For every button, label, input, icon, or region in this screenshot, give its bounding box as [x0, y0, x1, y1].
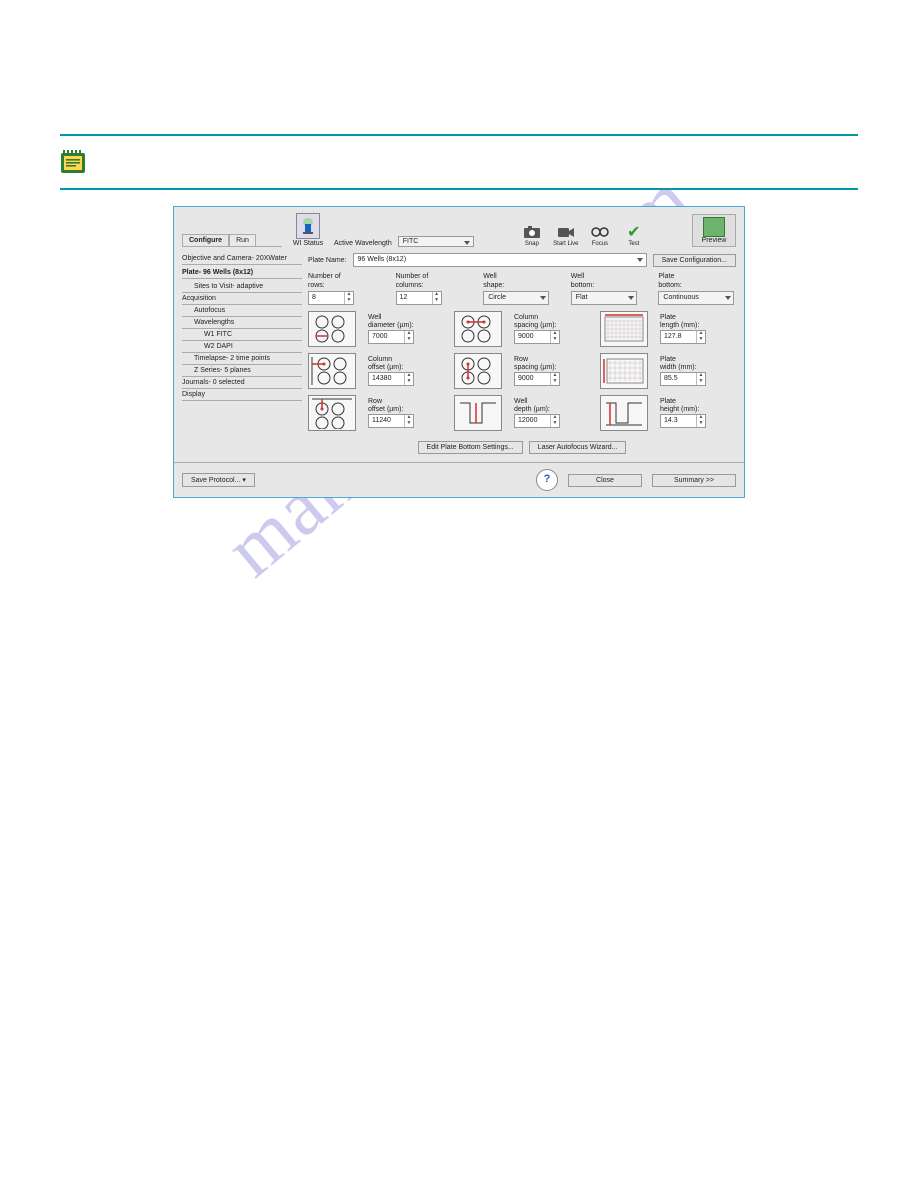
row-offset-input[interactable]: 11240▲▼ [368, 414, 414, 428]
tree-timelapse[interactable]: Timelapse- 2 time points [182, 353, 302, 365]
col-offset-input[interactable]: 14380▲▼ [368, 372, 414, 386]
row-spacing-diagram [454, 353, 502, 389]
edit-plate-bottom-button[interactable]: Edit Plate Bottom Settings... [418, 441, 523, 454]
test-button[interactable]: ✔ Test [620, 226, 648, 247]
col-spacing-field: Column spacing (µm): 9000▲▼ [514, 314, 590, 344]
snap-button[interactable]: Snap [518, 224, 546, 247]
plate-height-field: Plate height (mm): 14.3▲▼ [660, 398, 736, 428]
plate-length-field: Plate length (mm): 127.8▲▼ [660, 314, 736, 344]
help-icon[interactable]: ? [536, 469, 558, 491]
tree-sites[interactable]: Sites to Visit- adaptive [182, 281, 302, 293]
plate-name-row: Plate Name: 96 Wells (8x12) Save Configu… [308, 253, 736, 267]
save-protocol-button[interactable]: Save Protocol... ▾ [182, 473, 255, 487]
snap-label: Snap [525, 241, 539, 247]
plate-name-combo[interactable]: 96 Wells (8x12) [353, 253, 647, 267]
row-spacing-input[interactable]: 9000▲▼ [514, 372, 560, 386]
rows-lbl: Number of [308, 273, 386, 281]
cols-input[interactable]: 12▲▼ [396, 291, 442, 305]
plate-length-input[interactable]: 127.8▲▼ [660, 330, 706, 344]
tree-obj-camera[interactable]: Objective and Camera- 20XWater [182, 253, 302, 265]
rows-lbl2: rows: [308, 282, 386, 290]
col-offset-diagram [308, 353, 356, 389]
check-icon: ✔ [627, 226, 640, 240]
plate-bottom-cell: Plate bottom: Continuous [658, 273, 736, 305]
well-depth-input[interactable]: 12000▲▼ [514, 414, 560, 428]
well-depth-diagram [454, 395, 502, 431]
plate-name-label: Plate Name: [308, 257, 347, 264]
dialog-screenshot: Configure Run WI Status Active Wavelengt… [173, 206, 745, 498]
rows-input[interactable]: 8▲▼ [308, 291, 354, 305]
tree-zseries[interactable]: Z Series- 5 planes [182, 365, 302, 377]
plate-bottom-combo[interactable]: Continuous [658, 291, 734, 305]
toolbar: Configure Run WI Status Active Wavelengt… [174, 207, 744, 247]
tab-run[interactable]: Run [229, 234, 256, 246]
spin-down-icon: ▼ [345, 298, 353, 304]
start-live-button[interactable]: Start Live [552, 224, 580, 247]
tree-plate[interactable]: Plate- 96 Wells (8x12) [182, 267, 302, 279]
diag-row-3: Row offset (µm): 11240▲▼ Well [308, 395, 736, 431]
rows-cell: Number of rows: 8▲▼ [308, 273, 386, 305]
screenshot-wrap: manualshive.com Configure Run WI Status … [60, 206, 858, 498]
col-spacing-diagram [454, 311, 502, 347]
plate-width-diagram [600, 353, 648, 389]
page-container: manualshive.com Configure Run WI Status … [0, 0, 918, 558]
wi-icon [296, 213, 320, 239]
active-wavelength-combo[interactable]: FITC [398, 236, 474, 247]
diag-row-2: Column offset (µm): 14380▲▼ [308, 353, 736, 389]
tree-journals[interactable]: Journals- 0 selected [182, 377, 302, 389]
main-panel: Plate Name: 96 Wells (8x12) Save Configu… [308, 253, 736, 454]
test-label: Test [628, 241, 639, 247]
plate-height-input[interactable]: 14.3▲▼ [660, 414, 706, 428]
tree-acquisition[interactable]: Acquisition [182, 293, 302, 305]
tree-autofocus[interactable]: Autofocus [182, 305, 302, 317]
preview-label: Preview [702, 237, 727, 244]
well-diameter-input[interactable]: 7000▲▼ [368, 330, 414, 344]
plate-width-field: Plate width (mm): 85.5▲▼ [660, 356, 736, 386]
plate-length-diagram [600, 311, 648, 347]
tab-configure[interactable]: Configure [182, 234, 229, 246]
params-row-top: Number of rows: 8▲▼ Number of columns: 1… [308, 273, 736, 305]
well-diameter-diagram [308, 311, 356, 347]
well-bottom-cell: Well bottom: Flat [571, 273, 649, 305]
tree-w2[interactable]: W2 DAPI [182, 341, 302, 353]
well-diameter-field: Well diameter (µm): 7000▲▼ [368, 314, 444, 344]
tabs: Configure Run [182, 234, 282, 247]
row-spacing-field: Row spacing (µm): 9000▲▼ [514, 356, 590, 386]
save-config-button[interactable]: Save Configuration... [653, 254, 736, 267]
active-wavelength-label: Active Wavelength [334, 240, 392, 247]
plate-width-input[interactable]: 85.5▲▼ [660, 372, 706, 386]
close-button[interactable]: Close [568, 474, 642, 487]
wi-status[interactable]: WI Status [288, 213, 328, 247]
window-body: Objective and Camera- 20XWater Plate- 96… [174, 247, 744, 462]
preview-button[interactable]: Preview [692, 214, 736, 247]
tree-w1[interactable]: W1 FITC [182, 329, 302, 341]
focus-button[interactable]: Focus [586, 224, 614, 247]
tree-display[interactable]: Display [182, 389, 302, 401]
note-icon [60, 150, 86, 174]
top-rule [60, 134, 858, 136]
well-bottom-combo[interactable]: Flat [571, 291, 637, 305]
row-offset-diagram [308, 395, 356, 431]
config-tree: Objective and Camera- 20XWater Plate- 96… [182, 253, 302, 454]
diag-row-1: Well diameter (µm): 7000▲▼ [308, 311, 736, 347]
row-offset-field: Row offset (µm): 11240▲▼ [368, 398, 444, 428]
preview-icon [703, 217, 725, 237]
col-spacing-input[interactable]: 9000▲▼ [514, 330, 560, 344]
well-shape-cell: Well shape: Circle [483, 273, 561, 305]
well-depth-field: Well depth (µm): 12000▲▼ [514, 398, 590, 428]
config-buttons: Edit Plate Bottom Settings... Laser Auto… [308, 441, 736, 454]
tree-wavelengths[interactable]: Wavelengths [182, 317, 302, 329]
laser-autofocus-button[interactable]: Laser Autofocus Wizard... [529, 441, 627, 454]
cols-cell: Number of columns: 12▲▼ [396, 273, 474, 305]
mid-rule [60, 188, 858, 190]
note-block [60, 150, 858, 174]
col-offset-field: Column offset (µm): 14380▲▼ [368, 356, 444, 386]
well-shape-combo[interactable]: Circle [483, 291, 549, 305]
focus-label: Focus [592, 241, 608, 247]
start-live-label: Start Live [553, 241, 578, 247]
summary-button[interactable]: Summary >> [652, 474, 736, 487]
plate-height-diagram [600, 395, 648, 431]
dialog-footer: Save Protocol... ▾ ? Close Summary >> [174, 462, 744, 497]
wi-status-label: WI Status [293, 240, 323, 247]
